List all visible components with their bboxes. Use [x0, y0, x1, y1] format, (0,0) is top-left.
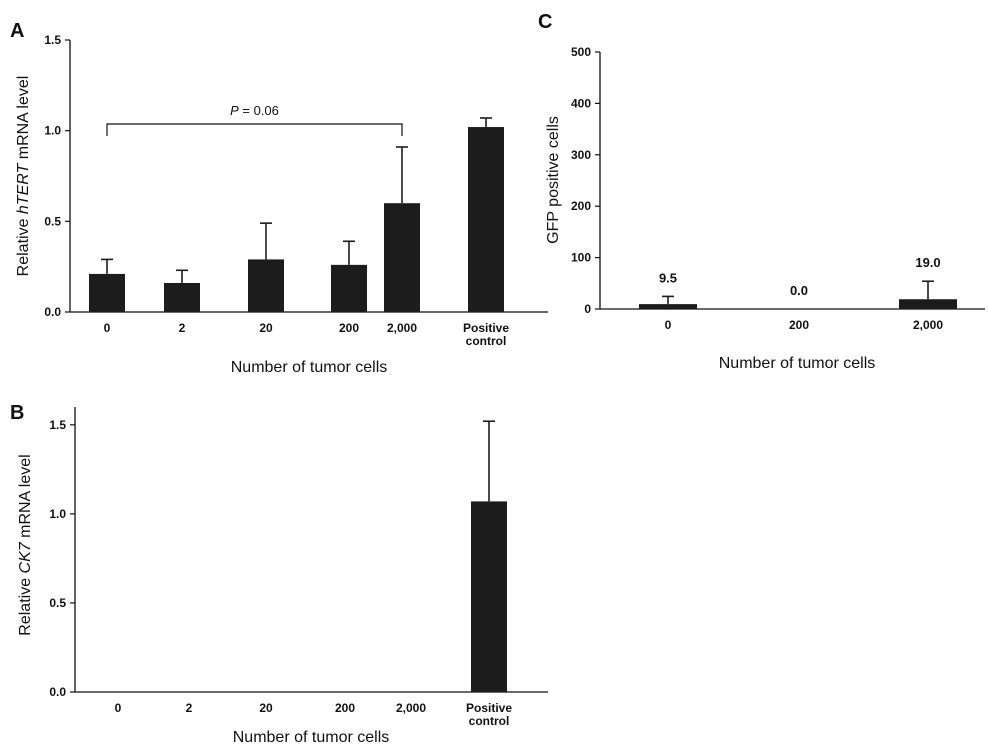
significance-bracket: [106, 123, 403, 136]
x-axis-title: Number of tumor cells: [231, 359, 388, 376]
y-tick-label: 500: [571, 45, 591, 59]
x-tick-label: Positive: [463, 321, 509, 335]
y-tick-label: 0.0: [49, 685, 66, 699]
x-tick-label: 20: [259, 701, 273, 715]
y-axis-title: Relative CK7 mRNA level: [17, 454, 34, 635]
panel-b: B 0.0 0.5 1.0 1.5 Relative CK7 mRNA level Numb…: [10, 402, 548, 746]
p-value-label: P = 0.06: [230, 103, 279, 118]
data-label: 9.5: [659, 270, 677, 285]
y-tick-label: 0: [584, 302, 591, 316]
x-tick-label: 2,000: [396, 701, 426, 715]
x-tick-label: control: [466, 334, 507, 348]
y-tick-label: 300: [571, 148, 591, 162]
x-tick-label: 2: [179, 321, 186, 335]
y-tick-label: 200: [571, 199, 591, 213]
x-axis-title: Number of tumor cells: [719, 355, 876, 372]
x-tick-label: 0: [115, 701, 122, 715]
panel-a: A 0.0 0.5 1.0 1.5 Relative hTERT mRNA level Nu…: [10, 20, 548, 376]
y-tick-label: 0.5: [49, 596, 66, 610]
x-tick-label: 200: [339, 321, 359, 335]
x-tick-label: 2,000: [387, 321, 417, 335]
x-axis-title: Number of tumor cells: [233, 729, 390, 746]
bar: [248, 259, 284, 312]
x-tick-label: 0: [104, 321, 111, 335]
bar: [639, 304, 697, 309]
x-tick-label: 0: [665, 318, 672, 332]
x-tick-label: Positive: [466, 701, 512, 715]
bar: [471, 501, 507, 692]
bar: [384, 203, 420, 312]
bar: [899, 299, 957, 309]
y-tick-label: 0.5: [44, 214, 61, 228]
x-tick-label: control: [469, 714, 510, 728]
y-axis-title: Relative hTERT mRNA level: [15, 76, 32, 277]
x-tick-label: 2: [186, 701, 193, 715]
panel-letter: A: [10, 20, 24, 42]
x-tick-label: 2,000: [913, 318, 943, 332]
panel-letter: B: [10, 402, 24, 424]
y-tick-label: 400: [571, 96, 591, 110]
bar: [164, 282, 200, 312]
x-tick-label: 200: [335, 701, 355, 715]
y-tick-label: 100: [571, 251, 591, 265]
y-tick-label: 1.5: [44, 33, 61, 47]
bar: [89, 273, 125, 312]
y-tick-label: 1.0: [44, 124, 61, 138]
data-label: 19.0: [915, 255, 940, 270]
bar: [331, 264, 367, 312]
x-tick-label: 20: [259, 321, 273, 335]
x-tick-label: 200: [789, 318, 809, 332]
bar: [468, 127, 504, 312]
y-tick-label: 1.5: [49, 418, 66, 432]
y-tick-label: 0.0: [44, 305, 61, 319]
y-axis-title: GFP positive cells: [545, 116, 562, 244]
panel-letter: C: [538, 11, 552, 33]
panel-c: C 0 100 200 300 400 500 GFP positive cells Numbe…: [538, 11, 985, 372]
y-tick-label: 1.0: [49, 507, 66, 521]
data-label: 0.0: [790, 283, 808, 298]
